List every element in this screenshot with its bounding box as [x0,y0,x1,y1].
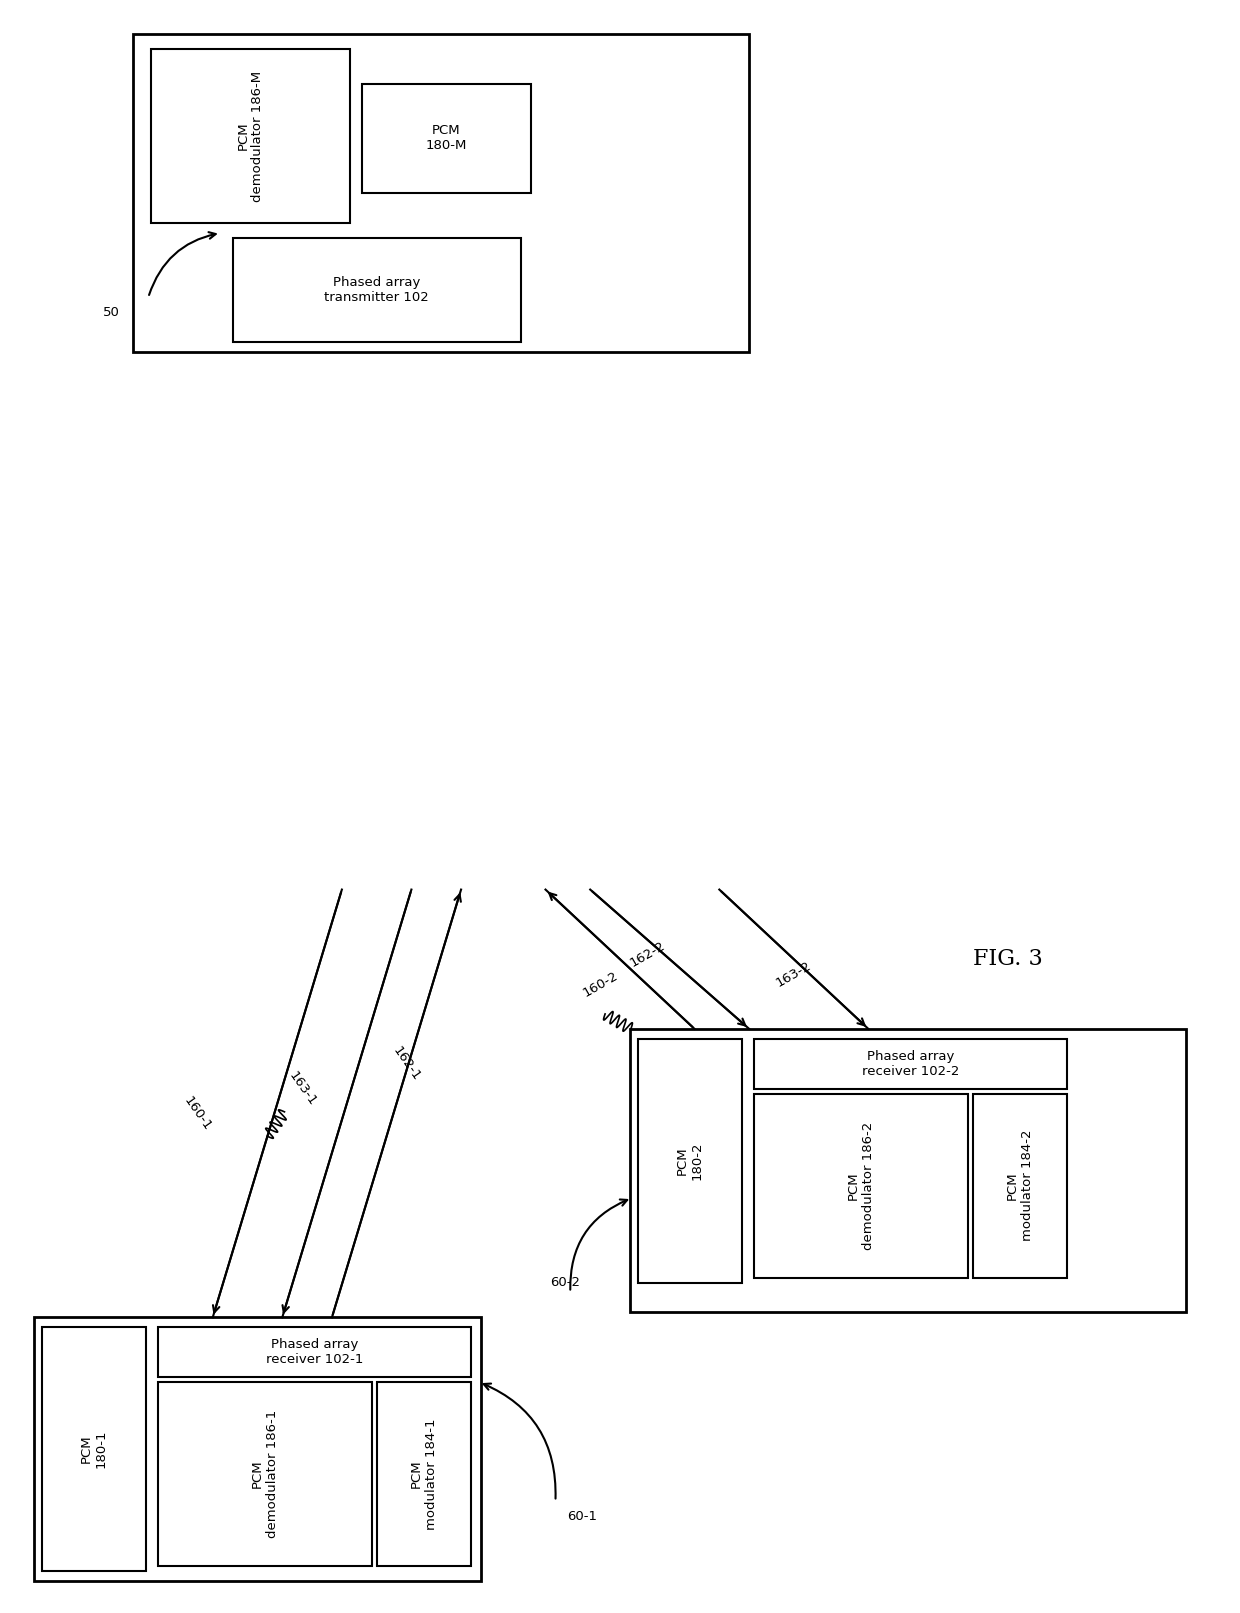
Text: PCM
demodulator 186-1: PCM demodulator 186-1 [250,1410,279,1539]
Bar [377,1382,471,1566]
Text: PCM
180-2: PCM 180-2 [676,1142,704,1181]
Bar [42,1327,146,1571]
Bar [159,1382,372,1566]
Text: Phased array
transmitter 102: Phased array transmitter 102 [325,276,429,305]
Bar [754,1039,1066,1089]
Text: 160-1: 160-1 [181,1094,215,1132]
Text: 162-1: 162-1 [391,1044,423,1084]
Text: FIG. 3: FIG. 3 [972,948,1043,969]
Text: 160-2: 160-2 [580,969,620,1000]
Text: Phased array
receiver 102-1: Phased array receiver 102-1 [265,1339,363,1366]
Text: PCM
modulator 184-1: PCM modulator 184-1 [410,1418,438,1529]
Bar [637,1039,743,1282]
Text: 162-2: 162-2 [627,939,668,969]
Bar [362,84,531,194]
Bar [754,1094,967,1277]
Bar [33,1318,481,1581]
Bar [133,34,749,352]
Text: 163-2: 163-2 [774,958,813,989]
Bar [151,48,350,223]
Bar [972,1094,1066,1277]
Bar [630,1029,1187,1313]
Text: PCM
demodulator 186-M: PCM demodulator 186-M [237,71,264,202]
Text: 60-2: 60-2 [551,1276,580,1289]
Text: 60-1: 60-1 [568,1510,598,1523]
Bar [233,239,521,342]
Bar [159,1327,471,1378]
Text: PCM
demodulator 186-2: PCM demodulator 186-2 [847,1121,875,1250]
Text: 163-1: 163-1 [285,1069,319,1108]
Text: 50: 50 [103,306,120,319]
Text: PCM
180-M: PCM 180-M [425,124,467,153]
Text: PCM
180-1: PCM 180-1 [81,1429,108,1468]
Text: PCM
modulator 184-2: PCM modulator 184-2 [1006,1129,1034,1242]
Text: Phased array
receiver 102-2: Phased array receiver 102-2 [862,1050,960,1077]
